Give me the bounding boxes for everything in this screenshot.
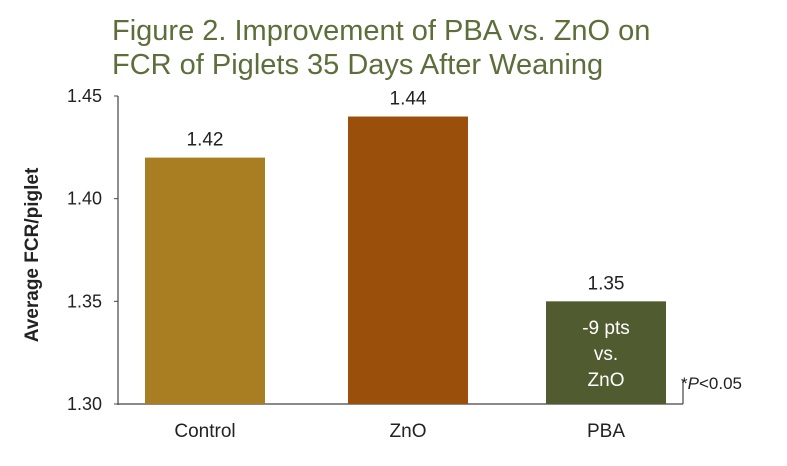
significance-footnote: *P<0.05: [681, 374, 742, 393]
bar-pba: [546, 301, 666, 404]
data-label: 1.44: [390, 89, 427, 110]
bar-annotation-line: ZnO: [588, 370, 625, 391]
bar-annotation-line: vs.: [594, 344, 618, 365]
bar-annotation-line: -9 pts: [582, 318, 630, 339]
data-label: 1.35: [588, 273, 625, 294]
y-tick-label: 1.40: [67, 189, 102, 209]
data-label: 1.42: [187, 130, 224, 151]
chart-title-line-2: FCR of Piglets 35 Days After Weaning: [112, 49, 604, 81]
x-tick-label: ZnO: [390, 421, 427, 442]
bar-control: [145, 157, 265, 404]
chart-title-line-1: Figure 2. Improvement of PBA vs. ZnO on: [112, 15, 651, 47]
bar-zno: [348, 116, 468, 405]
y-tick-label: 1.45: [67, 86, 102, 106]
x-tick-label: Control: [174, 421, 235, 442]
y-tick-label: 1.35: [67, 291, 102, 311]
chart-title: Figure 2. Improvement of PBA vs. ZnO on …: [112, 14, 650, 82]
x-tick-label: PBA: [587, 421, 625, 442]
y-tick-label: 1.30: [67, 394, 102, 414]
